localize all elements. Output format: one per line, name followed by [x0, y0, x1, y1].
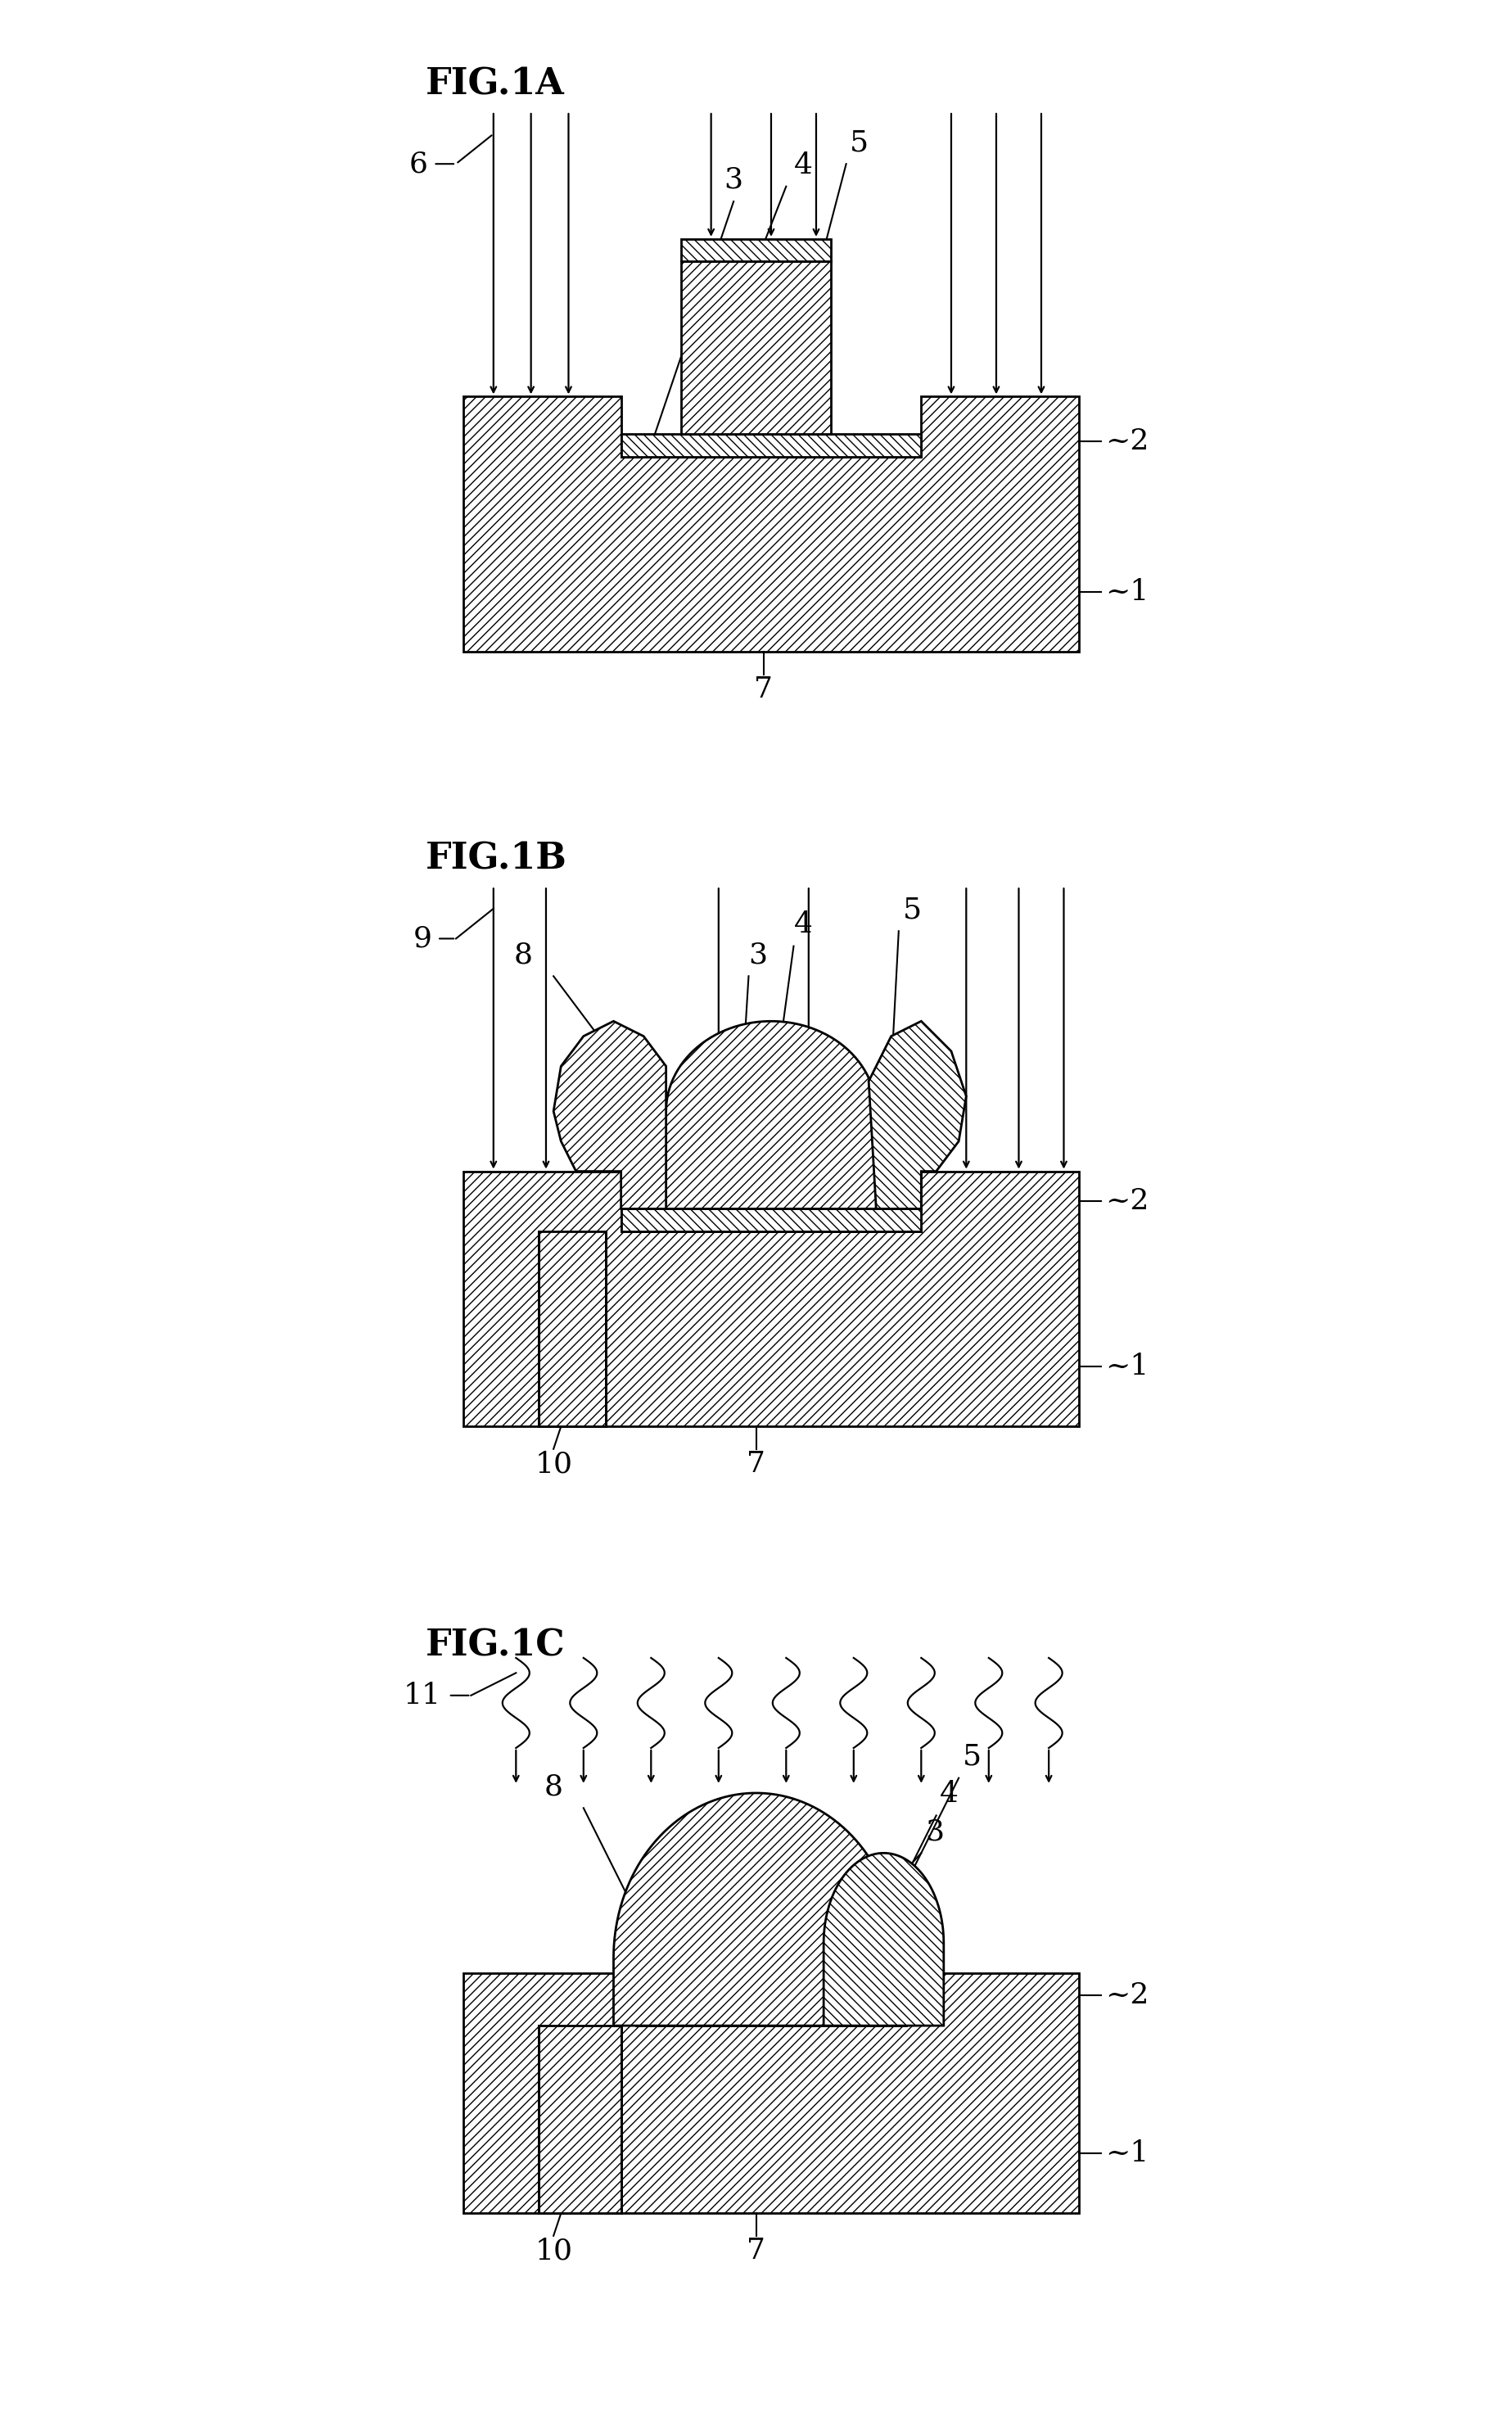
- Text: ~2: ~2: [1105, 1186, 1149, 1215]
- Text: ~1: ~1: [1105, 579, 1149, 605]
- Bar: [680, 240, 832, 261]
- Bar: [538, 2026, 621, 2213]
- Polygon shape: [464, 1973, 1078, 2213]
- Text: 6: 6: [410, 150, 428, 177]
- Polygon shape: [464, 1172, 1078, 1426]
- Text: FIG.1B: FIG.1B: [426, 840, 567, 876]
- Polygon shape: [824, 1852, 943, 2026]
- Text: 3: 3: [724, 167, 742, 194]
- Polygon shape: [553, 1022, 667, 1208]
- Text: 4: 4: [794, 150, 812, 179]
- Text: 8: 8: [514, 942, 532, 968]
- Text: 7: 7: [754, 675, 773, 702]
- Bar: [538, 1232, 606, 1426]
- Bar: [621, 433, 921, 458]
- Text: 10: 10: [535, 1450, 573, 1477]
- Text: 5: 5: [903, 896, 921, 922]
- Polygon shape: [869, 1022, 966, 1208]
- Text: ~1: ~1: [1105, 2140, 1149, 2167]
- Text: FIG.1C: FIG.1C: [426, 1627, 565, 1663]
- Text: 10: 10: [535, 2237, 573, 2264]
- Text: 9: 9: [413, 925, 431, 951]
- Text: 8: 8: [544, 1772, 562, 1801]
- Text: 4: 4: [794, 910, 812, 939]
- Text: 5: 5: [963, 1743, 981, 1770]
- Bar: [637, 2007, 906, 2026]
- Text: ~2: ~2: [1105, 429, 1149, 455]
- Polygon shape: [464, 397, 1078, 651]
- Text: 3: 3: [925, 1818, 943, 1845]
- Polygon shape: [667, 1022, 875, 1208]
- Text: ~2: ~2: [1105, 1983, 1149, 2009]
- Text: 7: 7: [747, 1450, 765, 1477]
- Text: 3: 3: [748, 942, 768, 968]
- Bar: [621, 1208, 921, 1232]
- Bar: [680, 261, 832, 433]
- Text: 7: 7: [747, 2237, 765, 2264]
- Text: 5: 5: [850, 128, 869, 157]
- Text: 4: 4: [940, 1779, 959, 1808]
- Text: 11: 11: [404, 1683, 442, 1709]
- Text: FIG.1A: FIG.1A: [426, 65, 565, 102]
- Text: ~1: ~1: [1105, 1353, 1149, 1380]
- Polygon shape: [614, 1794, 898, 2026]
